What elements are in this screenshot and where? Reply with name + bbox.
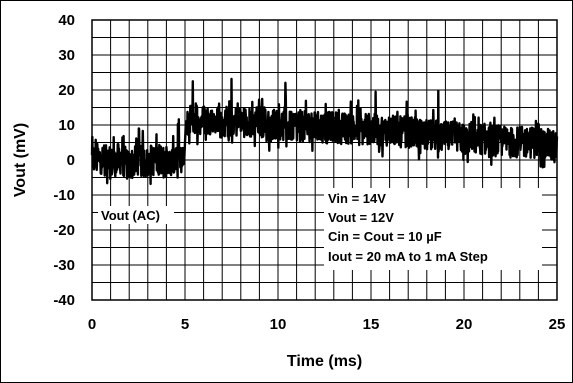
x-tick-label: 10 [270,316,287,333]
series-label-box: Vout (AC) [98,206,174,224]
x-axis-title: Time (ms) [287,353,362,370]
plot-border [91,19,558,301]
y-tick-label: 40 [58,12,75,29]
x-tick-label: 20 [456,316,473,333]
x-tick-label: 15 [363,316,380,333]
y-tick-label: -30 [53,257,75,274]
condition-iout: Iout = 20 mA to 1 mA Step [328,249,488,264]
y-axis-title: Vout (mV) [12,123,29,197]
y-tick-label: -40 [53,292,75,309]
y-tick-label: 10 [58,117,75,134]
y-tick-label: -20 [53,222,75,239]
condition-cin-cout: Cin = Cout = 10 µF [328,229,442,244]
y-tick-label: -10 [53,187,75,204]
y-tick-labels: 40 30 20 10 0 -10 -20 -30 -40 [53,12,75,309]
y-tick-label: 20 [58,82,75,99]
x-tick-labels: 0 5 10 15 20 25 [88,316,566,333]
y-tick-label: 0 [67,152,75,169]
x-tick-label: 5 [181,316,189,333]
x-tick-label: 25 [549,316,566,333]
x-tick-label: 0 [88,316,96,333]
conditions-box: Vin = 14V Vout = 12V Cin = Cout = 10 µF … [324,188,542,270]
condition-vin: Vin = 14V [328,191,386,206]
series-label: Vout (AC) [101,208,160,223]
series-line-vout [90,77,559,186]
y-tick-label: 30 [58,47,75,64]
condition-vout: Vout = 12V [328,210,394,225]
